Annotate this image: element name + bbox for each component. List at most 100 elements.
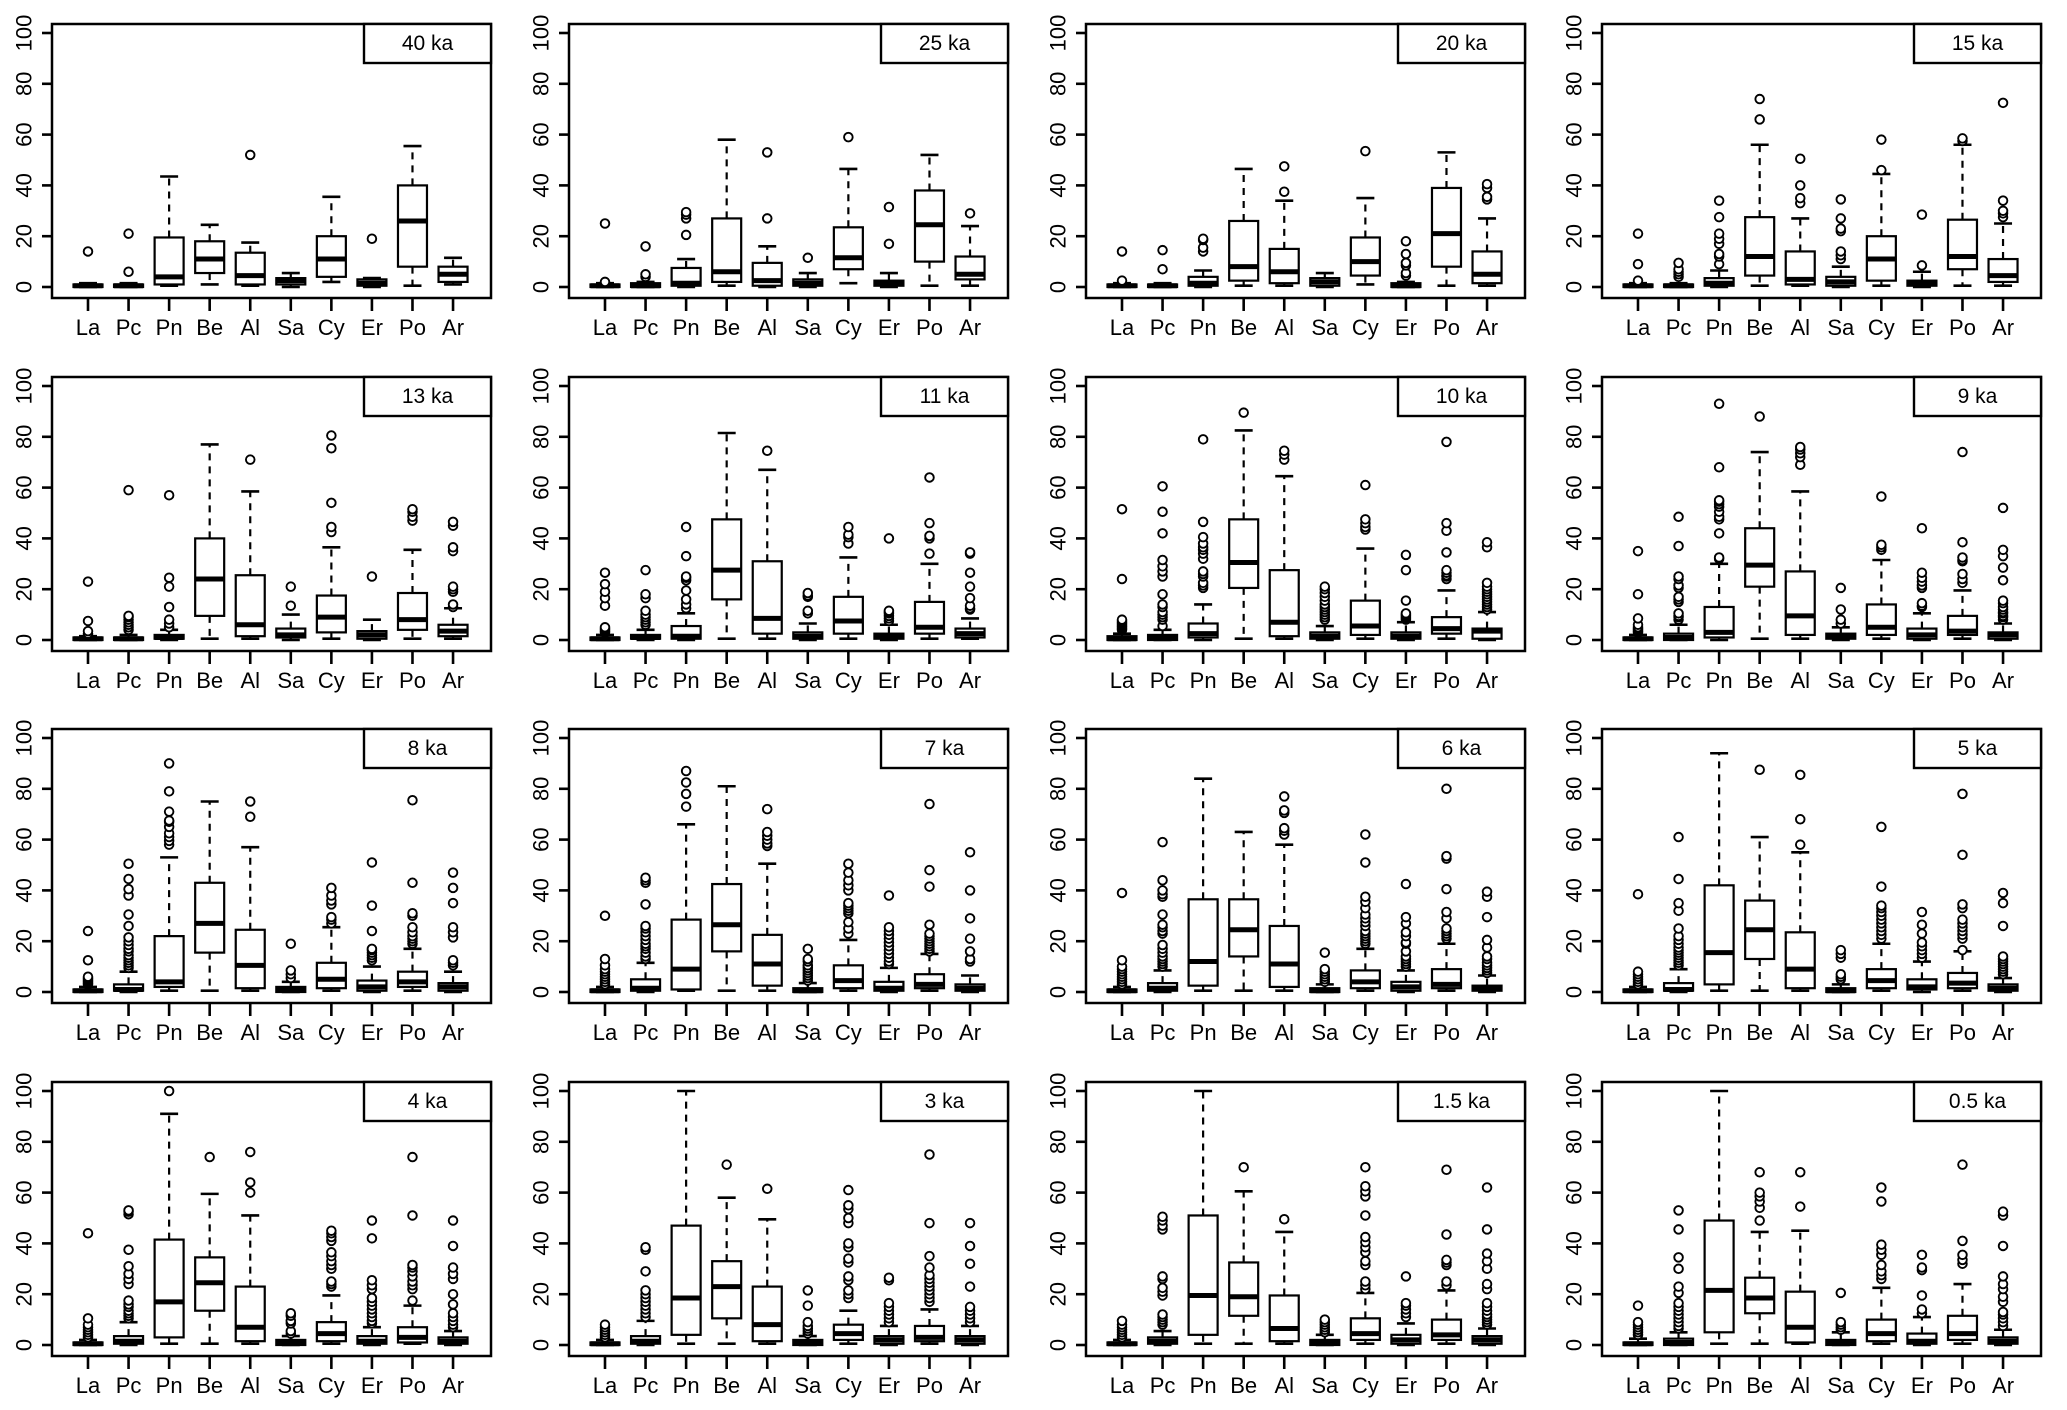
x-tick-label: Sa	[277, 1020, 305, 1045]
outlier-point	[163, 580, 175, 592]
outlier-point	[761, 213, 773, 224]
outlier-point	[1197, 233, 1208, 244]
y-tick-label: 20	[12, 929, 37, 953]
outlier-point	[842, 1199, 854, 1211]
y-tick-label: 100	[1045, 1072, 1070, 1109]
outlier-point	[1957, 1158, 1968, 1170]
outlier-point	[1440, 906, 1452, 918]
outlier-point	[1916, 566, 1928, 578]
x-tick-label: Pc	[1149, 1020, 1175, 1045]
y-tick-label: 60	[1562, 827, 1587, 851]
outlier-point	[1481, 1181, 1492, 1193]
x-tick-label: Ar	[442, 1373, 464, 1398]
panel-label-box	[879, 1080, 1009, 1122]
iqr-box	[1947, 218, 1979, 271]
outlier-point	[407, 1259, 418, 1270]
plot-border	[1601, 727, 2043, 1005]
outlier-point	[1714, 228, 1725, 239]
plot-border	[567, 375, 1009, 652]
outlier-point	[1632, 1299, 1644, 1311]
x-tick-label: Po	[916, 315, 943, 340]
boxplot-panel-3-ka: 0 20 40 60 80 100 La Pc Pn Be Al Sa Cy Er Po Ar 3 ka	[517, 1058, 1034, 1410]
x-tick-label: Be	[196, 668, 223, 693]
outlier-point	[163, 1085, 175, 1096]
iqr-box	[1268, 247, 1300, 285]
outlier-point	[163, 601, 175, 612]
x-tick-label: Po	[1433, 1020, 1460, 1045]
outlier-point	[1714, 461, 1725, 473]
panel-label: 1.5 ka	[1432, 1090, 1490, 1113]
outlier-point	[1400, 878, 1411, 890]
y-tick-label: 100	[1562, 720, 1587, 757]
y-tick-label: 0	[1562, 633, 1587, 645]
outlier-point	[123, 858, 134, 869]
outlier-point	[1116, 887, 1127, 899]
y-tick-label: 80	[12, 777, 37, 801]
outlier-point	[1116, 573, 1127, 584]
outlier-point	[1359, 891, 1371, 902]
outlier-point	[640, 920, 651, 932]
outlier-point	[1916, 260, 1928, 271]
outlier-point	[923, 928, 935, 939]
x-tick-label: Po	[399, 1373, 426, 1398]
x-tick-label: La	[76, 1373, 101, 1398]
x-tick-label: Sa	[1311, 315, 1339, 340]
iqr-box	[670, 1224, 702, 1336]
outlier-point	[1876, 1238, 1887, 1250]
outlier-point	[1998, 594, 2009, 606]
x-tick-label: Pn	[1706, 315, 1733, 340]
outlier-point	[1673, 1263, 1685, 1274]
iqr-box	[234, 251, 266, 286]
outlier-point	[923, 1250, 935, 1261]
outlier-point	[1916, 1289, 1928, 1301]
x-tick-label: Ar	[1476, 1020, 1498, 1045]
outlier-point	[842, 858, 854, 869]
outlier-point	[802, 605, 813, 616]
x-tick-label: Be	[1746, 668, 1773, 693]
iqr-box	[1268, 568, 1300, 637]
outlier-point	[1795, 1166, 1806, 1178]
panel-canvas: 0 20 40 60 80 100 La Pc Pn Be Al Sa Cy Er Po Ar 10 ka	[1045, 367, 1526, 693]
iqr-box	[1784, 569, 1817, 636]
outlier-point	[923, 1261, 935, 1273]
outlier-point	[964, 946, 976, 957]
x-tick-label: La	[1109, 315, 1134, 340]
iqr-box	[1744, 216, 1776, 277]
outlier-point	[366, 1292, 378, 1303]
outlier-point	[599, 621, 610, 633]
plot-border	[1084, 1080, 1526, 1357]
x-tick-label: Ar	[442, 1020, 464, 1045]
boxplot-panel-5-ka: 0 20 40 60 80 100 La Pc Pn Be Al Sa Cy Er Po Ar 5 ka	[1550, 705, 2067, 1058]
plot-border	[1084, 22, 1526, 300]
iqr-box	[1703, 1218, 1735, 1333]
outlier-point	[1440, 883, 1452, 895]
outlier-point	[1197, 516, 1208, 527]
outlier-point	[761, 826, 773, 838]
x-tick-label: Al	[757, 668, 777, 693]
x-tick-label: Pn	[1189, 315, 1216, 340]
y-tick-label: 20	[12, 1281, 37, 1305]
outlier-point	[1116, 613, 1127, 625]
y-tick-label: 20	[1562, 1281, 1587, 1305]
outlier-point	[1795, 180, 1806, 191]
x-tick-label: Po	[916, 1373, 943, 1398]
panel-label: 4 ka	[408, 1090, 448, 1113]
outlier-point	[1156, 874, 1168, 886]
x-tick-label: La	[593, 315, 618, 340]
outlier-point	[842, 1252, 854, 1264]
outlier-point	[1400, 927, 1411, 938]
outlier-point	[1673, 257, 1685, 269]
x-tick-label: Pn	[156, 1373, 183, 1398]
outlier-point	[923, 517, 935, 528]
x-tick-label: Be	[1746, 1373, 1773, 1398]
outlier-point	[640, 241, 651, 252]
outlier-point	[1835, 213, 1847, 224]
outlier-point	[82, 1312, 94, 1324]
outlier-point	[1156, 1282, 1168, 1293]
outlier-point	[640, 1265, 651, 1277]
iqr-box	[1430, 186, 1462, 268]
x-tick-label: Pn	[1189, 668, 1216, 693]
x-tick-label: Pc	[1666, 1020, 1692, 1045]
panel-label-box	[1913, 1080, 2043, 1122]
outlier-point	[599, 218, 610, 229]
